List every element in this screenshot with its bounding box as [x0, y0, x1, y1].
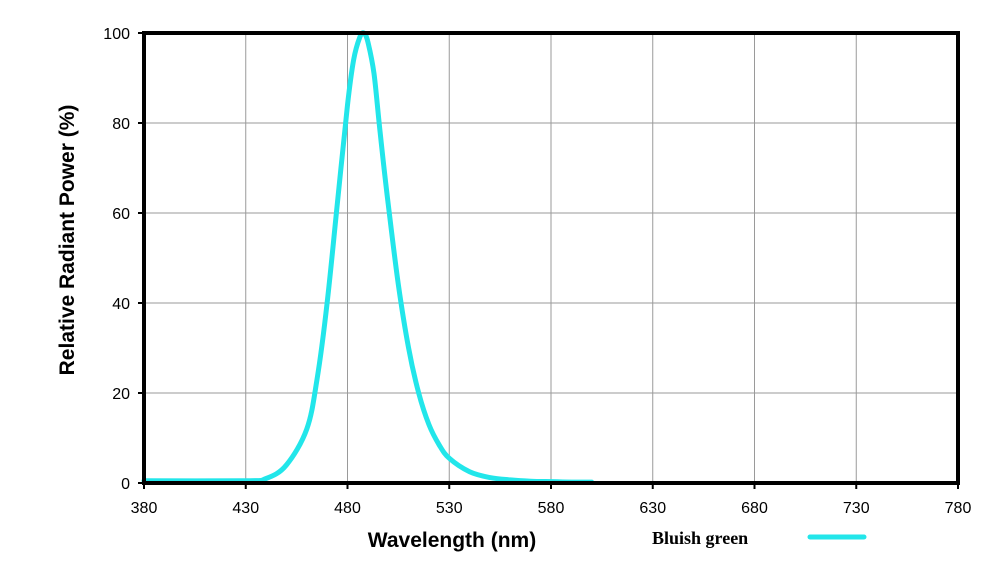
legend-label-bluish-green: Bluish green: [652, 528, 748, 548]
y-tick-label: 40: [112, 296, 130, 313]
y-axis-title: Relative Radiant Power (%): [56, 105, 79, 376]
y-axis-ticks: 0 20 40 60 80 100: [103, 26, 144, 493]
y-tick-label: 0: [121, 476, 130, 493]
x-tick-label: 780: [945, 500, 972, 517]
x-tick-label: 480: [334, 500, 361, 517]
y-tick-label: 100: [103, 26, 130, 43]
series-layer: [141, 30, 595, 485]
x-axis-ticks: 380 430 480 530 580 630 680 730 780: [131, 483, 972, 517]
x-tick-label: 430: [232, 500, 259, 517]
y-tick-label: 60: [112, 206, 130, 223]
y-tick-label: 80: [112, 116, 130, 133]
x-tick-label: 680: [741, 500, 768, 517]
x-tick-label: 730: [843, 500, 870, 517]
legend: Bluish green: [652, 528, 867, 548]
x-tick-label: 580: [538, 500, 565, 517]
series-line-bluish-green: [141, 30, 595, 485]
x-axis-title: Wavelength (nm): [368, 529, 536, 552]
y-tick-label: 20: [112, 386, 130, 403]
x-tick-label: 630: [639, 500, 666, 517]
grid: [143, 32, 959, 484]
x-tick-label: 380: [131, 500, 158, 517]
x-tick-label: 530: [436, 500, 463, 517]
